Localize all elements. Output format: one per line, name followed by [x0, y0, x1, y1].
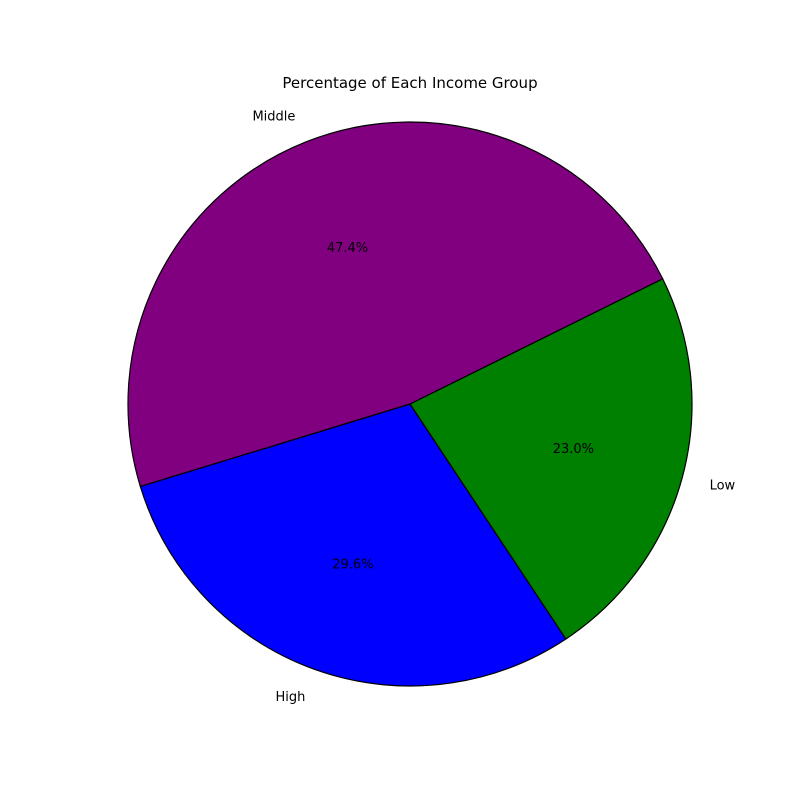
pie-slice-low [409, 278, 693, 640]
pie-slice-middle [127, 121, 664, 488]
slice-percent-middle: 47.4% [327, 241, 368, 256]
pie-labels: High 29.6% Low 23.0% Middle 47.4% [252, 110, 735, 705]
chart-title: Percentage of Each Income Group [282, 74, 537, 92]
slice-percent-high: 29.6% [332, 557, 373, 572]
pie-slice-high [139, 403, 567, 687]
slice-label-low: Low [710, 478, 736, 493]
slice-label-high: High [275, 690, 305, 705]
slice-label-middle: Middle [252, 110, 295, 125]
pie-slices [127, 121, 693, 687]
slice-percent-low: 23.0% [553, 442, 594, 457]
